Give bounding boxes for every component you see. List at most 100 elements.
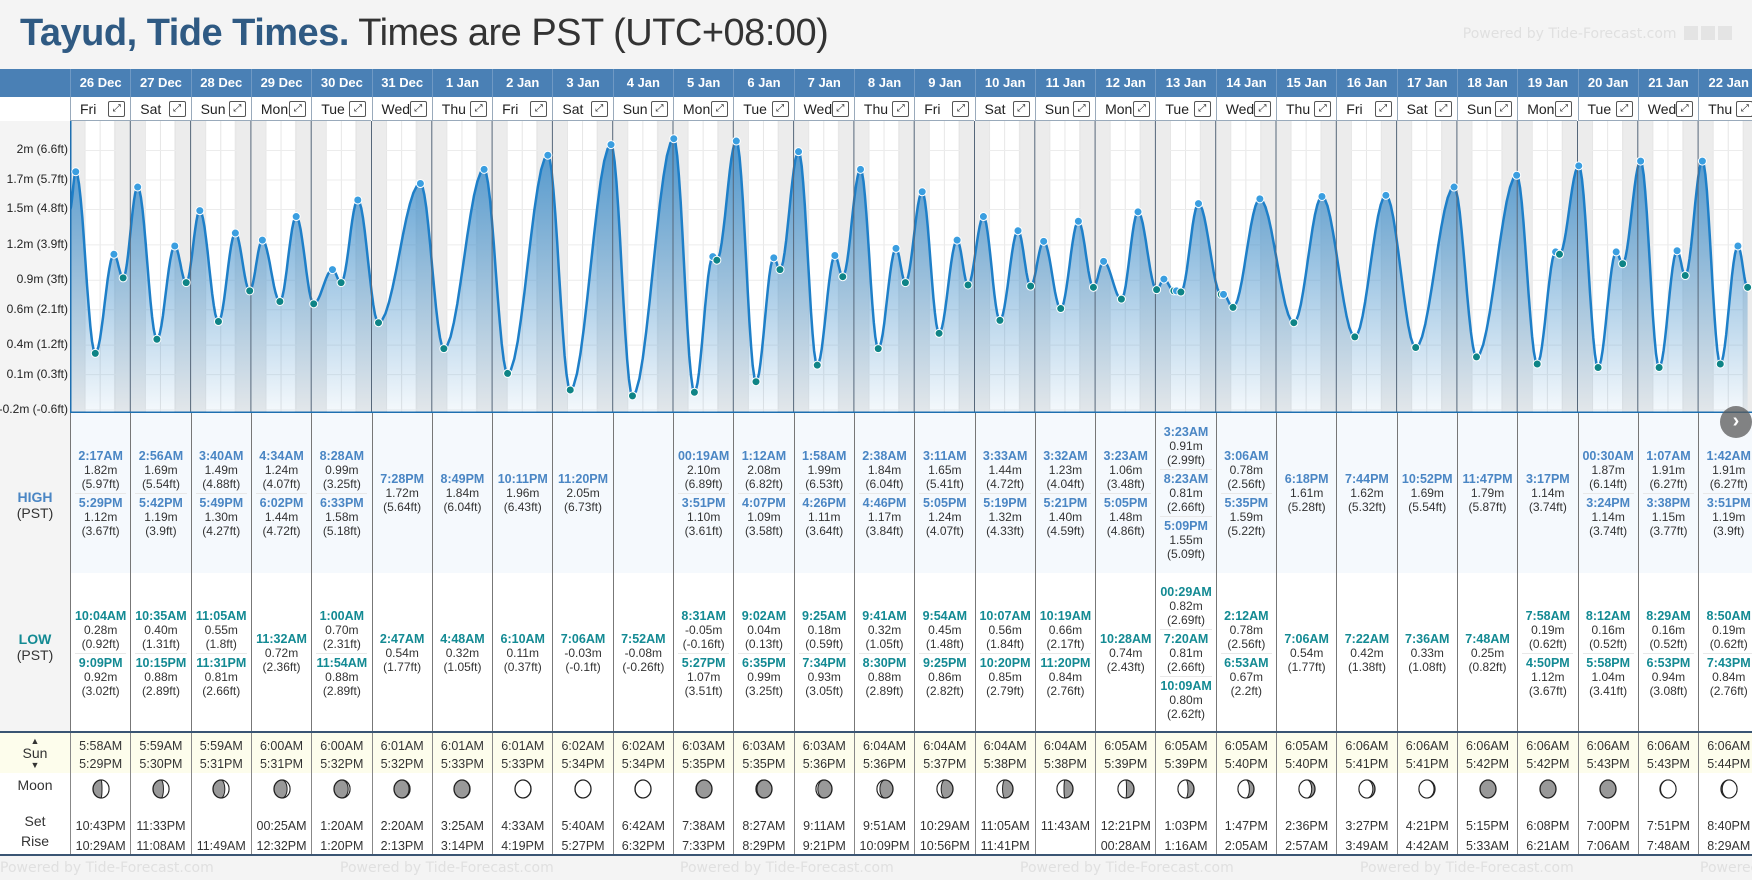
weekday-header: Wed ⤢ [793,97,854,121]
expand-day-button[interactable]: ⤢ [1676,101,1694,117]
tide-height-m: 1.82m [83,462,118,477]
tide-event: 4:46PM 1.17m (3.84ft) [858,492,911,540]
moon-lit-portion [695,779,704,799]
expand-day-button[interactable]: ⤢ [1012,101,1030,117]
tide-height-m: 0.72m [264,646,299,660]
expand-icon: ⤢ [956,103,965,114]
tide-event: 1:00AM 0.70m (2.31ft) [312,607,371,653]
expand-day-button[interactable]: ⤢ [1434,101,1452,117]
tide-height-m: 0.32m [867,622,902,637]
moon-cell: 10:29AM 10:56PM [914,773,974,854]
expand-day-button[interactable]: ⤢ [1736,101,1752,117]
expand-day-button[interactable]: ⤢ [1374,101,1392,117]
low-tide-point [1593,363,1603,373]
low-tide-cell: 9:02AM 0.04m (0.13ft) 6:35PM 0.99m (3.25ft) [733,573,793,733]
high-tide-cell [612,413,673,573]
low-tide-point [995,315,1005,325]
night-shade [1742,121,1752,414]
expand-day-button[interactable]: ⤢ [1314,101,1332,117]
sun-row: ▲ Sun ▼ 5:58AM 5:29PM 5:59AM 5:30PM 5:59AM 5:… [0,731,1752,773]
tide-height-ft: (1.77ft) [383,660,422,674]
sun-cell: 6:03AM 5:36PM [793,733,854,773]
location-title: Tayud, Tide Times. [20,12,349,54]
sunset-time: 5:38PM [1043,757,1087,771]
expand-day-button[interactable]: ⤢ [1073,101,1091,117]
tide-time: 4:50PM [1525,655,1570,670]
sunrise-time: 6:04AM [1043,739,1087,753]
tide-event: 6:10AM 0.11m (0.37ft) [493,630,552,676]
tide-event: 7:43PM 0.84m (2.76ft) [1703,652,1752,700]
moon-cell: 3:25AM 3:14PM [431,773,492,854]
tide-event: 8:23AM 0.81m (2.66ft) [1160,469,1212,516]
tide-height-m: 0.40m [144,622,178,637]
tide-event: 6:18PM 1.61m (5.28ft) [1277,470,1336,516]
expand-icon: ⤢ [293,103,302,114]
high-tide-point [769,253,779,263]
expand-day-button[interactable]: ⤢ [650,101,668,117]
moonset-time: 8:40PM [1707,819,1751,833]
tide-height-ft: (6.27ft) [1709,476,1748,491]
sun-cell: 6:06AM 5:41PM [1336,733,1396,773]
date-header: 5 Jan [673,69,733,97]
powered-by-link[interactable]: Powered by Tide-Forecast.com [1463,26,1732,42]
low-label: LOW (PST) [0,631,70,663]
high-tide-cell: 3:23AM 1.06m (3.48ft) 5:05PM 1.48m (4.86ft) [1095,413,1155,573]
expand-day-button[interactable]: ⤢ [470,101,488,117]
expand-day-button[interactable]: ⤢ [771,101,789,117]
expand-day-button[interactable]: ⤢ [349,101,367,117]
tide-time: 4:34AM [259,448,304,463]
tide-time: 2:12AM [1224,608,1269,623]
low-tide-cell: 10:04AM 0.28m (0.92ft) 9:09PM 0.92m (3.02ft) [70,573,130,733]
tide-height-m: 0.32m [445,646,480,660]
tide-height-m: 0.91m [1169,439,1203,453]
expand-day-button[interactable]: ⤢ [1495,101,1513,117]
moonrise-time: 1:16AM [1164,839,1208,853]
tide-height-ft: (6.73ft) [564,500,603,514]
date-header: 16 Jan [1336,69,1396,97]
tide-event: 6:33PM 1.58m (5.18ft) [316,492,368,540]
sunrise-time: 6:04AM [983,739,1027,753]
tide-time: 10:07AM [979,608,1031,623]
moon-phase-icon [1177,779,1195,799]
expand-day-button[interactable]: ⤢ [892,101,910,117]
sunrise-time: 5:59AM [139,739,183,753]
expand-day-button[interactable]: ⤢ [952,101,970,117]
moon-cell: 11:05AM 11:41PM [974,773,1035,854]
expand-day-button[interactable]: ⤢ [1193,101,1211,117]
tide-height-ft: (4.33ft) [986,523,1025,538]
tide-height-m: 1.14m [1531,486,1565,500]
tide-time: 2:47AM [379,632,425,646]
expand-day-button[interactable]: ⤢ [228,101,246,117]
low-tide-cell: 4:48AM 0.32m (1.05ft) [431,573,492,733]
moon-lit-portion [574,779,584,799]
expand-day-button[interactable]: ⤢ [590,101,608,117]
high-tide-cell: 1:58AM 1.99m (6.53ft) 4:26PM 1.11m (3.64ft) [793,413,854,573]
moonrise-label: Rise [20,833,49,849]
weekday-label: Sun [1044,101,1070,117]
expand-day-button[interactable]: ⤢ [1555,101,1573,117]
tide-height-ft: (3.25ft) [744,683,783,698]
high-tide-point [1512,170,1522,180]
tide-event: 1:07AM 1.91m (6.27ft) [1639,447,1698,493]
tide-event: 3:24PM 1.14m (3.74ft) [1582,492,1634,540]
expand-day-button[interactable]: ⤢ [530,101,548,117]
tide-event: 5:49PM 1.30m (4.27ft) [195,492,247,540]
tide-height-m: 0.85m [988,669,1022,684]
expand-day-button[interactable]: ⤢ [409,101,427,117]
expand-day-button[interactable]: ⤢ [289,101,307,117]
tide-time: 3:40AM [199,448,244,463]
date-header: 31 Dec [371,69,432,97]
tide-event: 7:36AM 0.33m (1.08ft) [1398,630,1457,676]
low-tide-point [900,278,910,288]
tide-time: 5:05PM [922,495,967,510]
next-page-button[interactable]: › [1720,406,1752,438]
tide-height-ft: (1.05ft) [443,660,482,674]
expand-day-button[interactable]: ⤢ [831,101,849,117]
expand-day-button[interactable]: ⤢ [1253,101,1271,117]
expand-day-button[interactable]: ⤢ [108,101,126,117]
expand-day-button[interactable]: ⤢ [1615,101,1633,117]
expand-day-button[interactable]: ⤢ [168,101,186,117]
expand-day-button[interactable]: ⤢ [1133,101,1151,117]
weekday-header: Sun ⤢ [190,97,251,121]
expand-day-button[interactable]: ⤢ [711,101,729,117]
